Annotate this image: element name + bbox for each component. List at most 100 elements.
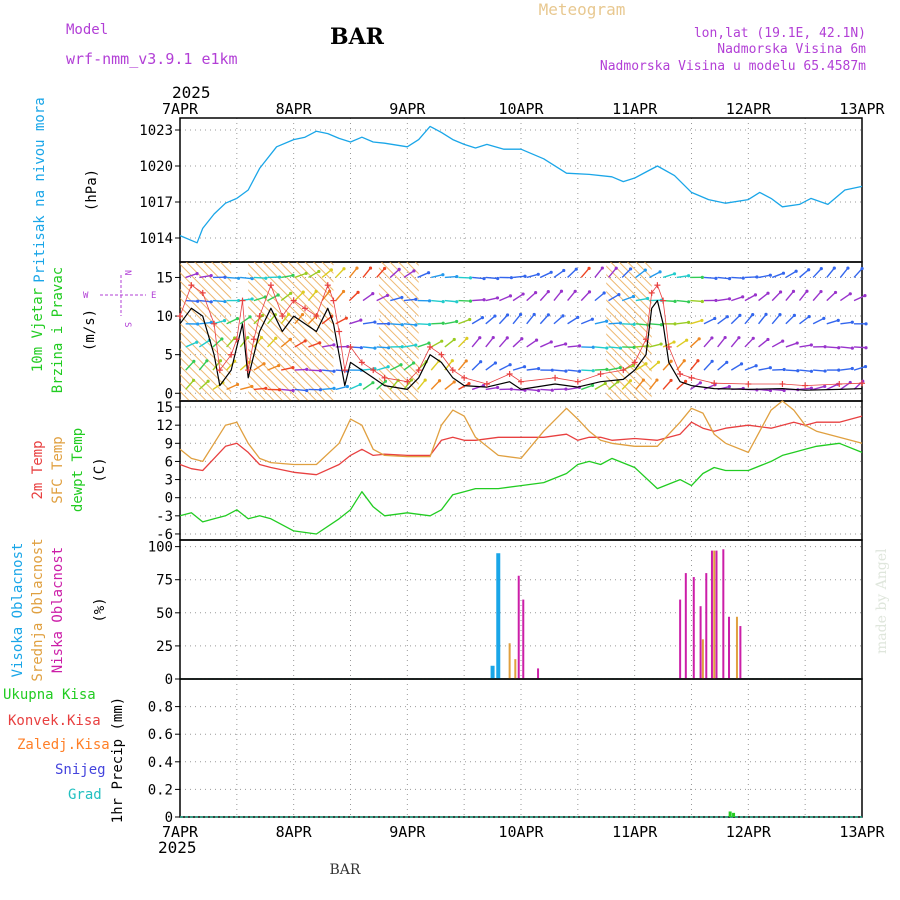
wind-arrow bbox=[581, 384, 593, 391]
wind-arrow bbox=[799, 369, 812, 372]
wind-arrow bbox=[444, 338, 455, 348]
wind-arrow bbox=[472, 276, 485, 280]
wind-arrowhead bbox=[714, 276, 718, 280]
y-tick-label: 15 bbox=[156, 270, 173, 286]
wind-arrowhead bbox=[385, 293, 390, 298]
wind-arrowhead bbox=[590, 383, 595, 388]
wind-arrow bbox=[253, 387, 266, 391]
wind-arrow bbox=[198, 380, 209, 390]
pressure-line bbox=[179, 125, 863, 244]
bottom-time-label: 9APR bbox=[389, 823, 426, 841]
y-tick-label: 9 bbox=[165, 436, 173, 452]
temp-series-line bbox=[179, 415, 863, 476]
wind-arrow bbox=[348, 291, 359, 302]
bottom-time-label: 12APR bbox=[726, 823, 772, 841]
wind-arrowhead bbox=[332, 343, 336, 347]
wind-arrow bbox=[690, 319, 703, 325]
wind-arrowhead bbox=[562, 268, 566, 273]
year-label-top: 2025 bbox=[172, 83, 211, 102]
wind-arrowhead bbox=[196, 322, 200, 326]
wind-arrowhead bbox=[710, 359, 714, 363]
cloud-bar bbox=[713, 550, 716, 679]
wind-arrow bbox=[307, 314, 318, 325]
y-tick-label: 12 bbox=[156, 418, 173, 434]
precip-bar bbox=[728, 811, 732, 817]
wind-arrowhead bbox=[616, 380, 620, 384]
wind-arrow bbox=[798, 290, 808, 302]
wind-arrowhead bbox=[329, 268, 333, 272]
wind-arrow bbox=[458, 318, 470, 325]
wind-axis-label: 10m Vjetar bbox=[30, 288, 46, 372]
wind-arrow bbox=[376, 268, 386, 278]
wind-arrowhead bbox=[819, 289, 823, 294]
wind-arrowhead bbox=[496, 385, 500, 390]
wind-arrow bbox=[567, 369, 580, 372]
top-time-label: 8APR bbox=[276, 100, 313, 118]
low-cloud-axis-label: Niska Oblacnost bbox=[50, 547, 66, 673]
wind-arrowhead bbox=[521, 292, 525, 296]
high-cloud-axis-label: Visoka Oblacnost bbox=[10, 543, 26, 678]
wind-arrowhead bbox=[300, 312, 305, 317]
wind-arrowhead bbox=[751, 313, 755, 317]
wind-arrow bbox=[403, 344, 416, 348]
wind-arrow bbox=[185, 341, 197, 348]
wind-arrow bbox=[512, 366, 525, 371]
wind-arrowhead bbox=[235, 317, 240, 321]
wind-arrowhead bbox=[629, 267, 633, 271]
compass-e: E bbox=[151, 291, 156, 301]
wind-arrowhead bbox=[687, 274, 691, 278]
wind-arrowhead bbox=[823, 369, 827, 373]
wind-arrow bbox=[676, 299, 689, 303]
wind-arrowhead bbox=[672, 340, 676, 344]
wind-arrowhead bbox=[495, 296, 500, 300]
wind-arrowhead bbox=[576, 315, 580, 319]
wind-arrow bbox=[526, 339, 537, 348]
wind-arrowhead bbox=[782, 388, 786, 393]
wind-arrowhead bbox=[303, 339, 307, 343]
wind-arrowhead bbox=[314, 289, 318, 294]
wind-arrow bbox=[581, 369, 594, 372]
wind-arrowhead bbox=[700, 299, 704, 304]
wind-arrow bbox=[689, 360, 699, 371]
wind-arrow bbox=[308, 342, 320, 348]
y-tick-label: 25 bbox=[156, 639, 173, 655]
model-name: wrf-nmm_v3.9.1 e1km bbox=[66, 50, 238, 68]
wind-arrow bbox=[662, 273, 675, 279]
wind-arrowhead bbox=[414, 323, 418, 327]
wind-arrowhead bbox=[341, 289, 346, 294]
wind-arrowhead bbox=[850, 366, 854, 371]
wind-arrowhead bbox=[805, 289, 809, 293]
wind-arrow bbox=[512, 338, 523, 348]
wind-arrow bbox=[403, 298, 416, 302]
wind-arrowhead bbox=[727, 277, 732, 281]
wind-arrowhead bbox=[318, 388, 323, 392]
wind-arrowhead bbox=[191, 378, 196, 382]
wind-arrow bbox=[594, 320, 607, 325]
wind-arrow bbox=[839, 267, 849, 278]
wind-arrow bbox=[703, 276, 717, 280]
wind-arrowhead bbox=[288, 337, 293, 341]
y-tick-label: 10 bbox=[156, 309, 173, 325]
panel-temperature: -6 -3 0 3 6 9 12 15 bbox=[156, 400, 863, 543]
wind-arrowhead bbox=[262, 362, 266, 366]
wind-arrow bbox=[485, 386, 498, 391]
wind-arrow bbox=[457, 360, 467, 371]
wind-arrowhead bbox=[508, 363, 512, 367]
wind-arrow bbox=[758, 367, 771, 371]
wind-arrowhead bbox=[795, 341, 799, 345]
y-tick-label: 1014 bbox=[139, 231, 173, 247]
wind-arrow bbox=[635, 345, 648, 348]
wind-arrow bbox=[308, 270, 320, 279]
wind-arrow bbox=[840, 346, 853, 349]
wind-arrowhead bbox=[305, 367, 309, 371]
panel-precip: 0 0.2 0.4 0.6 0.8 bbox=[148, 678, 863, 826]
wind-arrowhead bbox=[505, 313, 510, 317]
sfc-temp-axis-label: SFC Temp bbox=[50, 436, 66, 503]
wind-arrowhead bbox=[546, 290, 550, 294]
wind-arrow bbox=[676, 275, 689, 279]
wind-arrowhead bbox=[332, 386, 336, 390]
wind-arrowhead bbox=[209, 273, 213, 278]
dewpt-axis-label: dewpt Temp bbox=[70, 428, 86, 512]
wind-arrow bbox=[430, 380, 441, 390]
wind-arrow bbox=[240, 385, 253, 391]
